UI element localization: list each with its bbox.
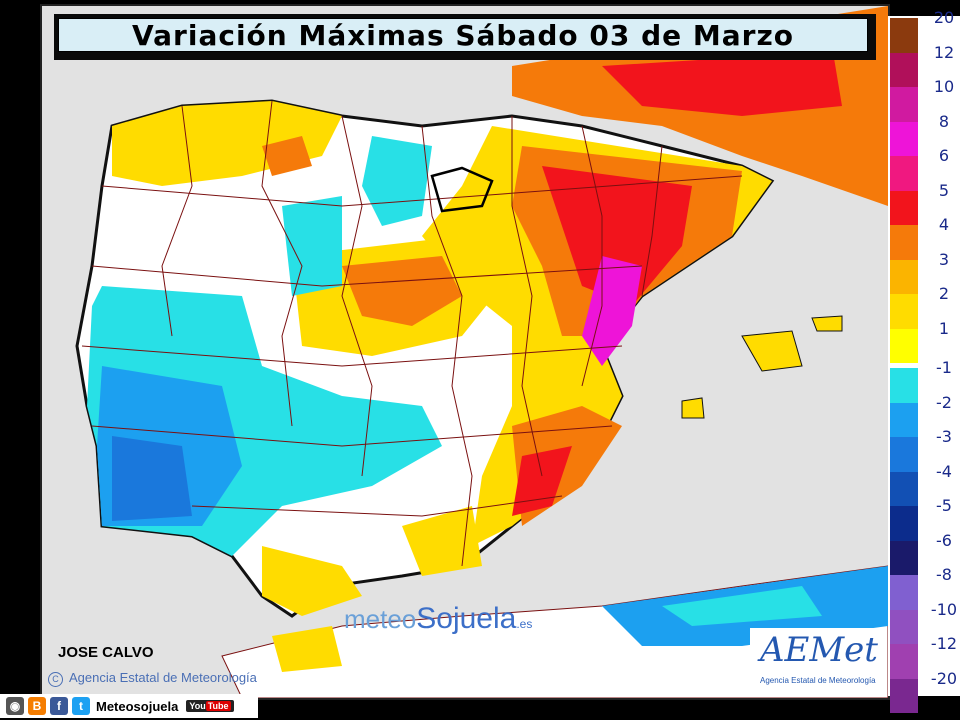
aemet-logo: AEMet — [760, 630, 878, 670]
legend-label: 2 — [938, 284, 950, 303]
balearic-islands — [741, 330, 803, 372]
legend-swatch — [890, 540, 918, 575]
legend-swatch — [890, 259, 918, 294]
meteosojuela-watermark: meteoSojuela.es — [344, 602, 532, 636]
legend-label: -2 — [936, 392, 952, 412]
page-title: Variación Máximas Sábado 03 de Marzo — [132, 18, 794, 52]
instagram-icon[interactable]: ◉ — [6, 697, 24, 715]
legend-label: -5 — [936, 496, 952, 515]
legend-swatch — [890, 609, 918, 644]
legend-swatch — [890, 156, 918, 191]
legend-swatch — [890, 121, 918, 156]
copyright-icon: C — [48, 672, 63, 687]
watermark-part3: .es — [516, 617, 533, 631]
legend-swatch — [890, 575, 918, 610]
legend-label: 8 — [938, 111, 950, 131]
legend-label: -1 — [936, 358, 952, 377]
la-rioja-outline — [430, 166, 494, 213]
legend-label: 1 — [938, 318, 950, 338]
legend-label: 20 — [933, 8, 955, 27]
agency-text: Agencia Estatal de Meteorología — [69, 670, 257, 685]
youtube-label: You — [189, 701, 206, 711]
legend-swatch — [890, 18, 918, 53]
province-borders — [81, 100, 743, 567]
legend-label: -4 — [936, 461, 952, 481]
legend-label: -12 — [930, 634, 958, 653]
youtube-label2: Tube — [205, 701, 231, 711]
watermark-part1: meteo — [344, 604, 417, 634]
legend-swatch — [890, 471, 918, 506]
legend-label: 12 — [933, 42, 955, 62]
legend-swatch — [890, 52, 918, 87]
legend-label: -20 — [930, 668, 958, 688]
legend-swatch — [890, 437, 918, 472]
legend-label: 10 — [933, 77, 955, 96]
legend-label: 6 — [938, 146, 950, 165]
map-frame — [40, 4, 890, 700]
youtube-icon[interactable]: You Tube — [186, 700, 234, 712]
legend-swatch — [890, 190, 918, 225]
legend-label: -8 — [936, 565, 952, 584]
legend-swatch — [890, 87, 918, 122]
title-box: Variación Máximas Sábado 03 de Marzo — [54, 14, 876, 60]
legend-swatch — [890, 678, 918, 713]
legend-label: -6 — [936, 530, 952, 550]
facebook-icon[interactable]: f — [50, 697, 68, 715]
legend-swatch — [890, 506, 918, 541]
agency-credit: C Agencia Estatal de Meteorología — [48, 670, 257, 687]
legend-swatch — [890, 294, 918, 329]
aemet-logo-box: AEMet Agencia Estatal de Meteorología — [750, 628, 878, 690]
author-label: JOSE CALVO — [58, 644, 154, 661]
legend-swatch — [890, 225, 918, 260]
aemet-subtitle: Agencia Estatal de Meteorología — [760, 676, 876, 685]
legend-label: 5 — [938, 180, 950, 200]
legend-swatch — [890, 402, 918, 437]
twitter-icon[interactable]: t — [72, 697, 90, 715]
legend-swatch — [890, 328, 918, 363]
legend-label: -3 — [936, 427, 952, 446]
site-label[interactable]: Meteosojuela — [96, 698, 179, 714]
legend-label: -10 — [930, 599, 958, 619]
watermark-part2: Sojuela — [416, 602, 517, 635]
blogger-icon[interactable]: B — [28, 697, 46, 715]
social-footer: ◉ B f t Meteosojuela You Tube — [0, 694, 258, 718]
legend-label: 3 — [938, 249, 950, 269]
legend-swatch — [890, 368, 918, 403]
color-legend: 20 12 10 8 6 5 4 3 2 1 -1 -2 -3 -4 -5 -6 -8 -10 -12 -20 — [888, 8, 960, 713]
temperature-map — [42, 6, 888, 698]
legend-swatch — [890, 644, 918, 679]
legend-label: 4 — [938, 215, 950, 234]
